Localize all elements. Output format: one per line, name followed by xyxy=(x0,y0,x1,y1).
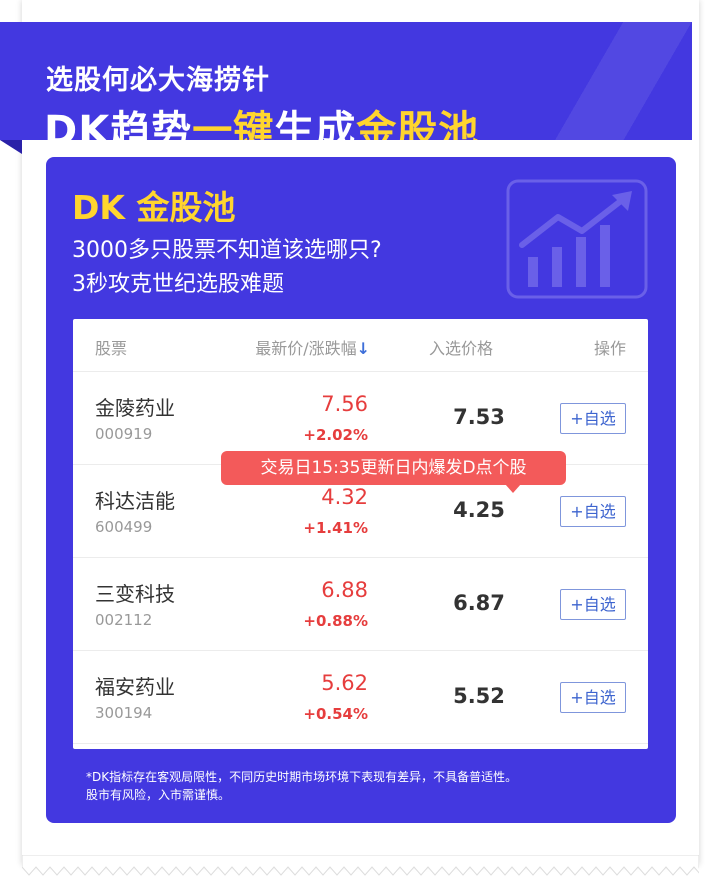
headline-part2: 生成 xyxy=(274,108,357,140)
entry-price: 7.53 xyxy=(453,405,505,429)
price-change: +0.54% xyxy=(303,705,368,723)
table-row[interactable]: 三变科技 002112 6.88 +0.88% 6.87 +自选 xyxy=(73,558,648,651)
risk-disclaimer: *DK指标存在客观局限性，不同历史时期市场环境下表现有差异，不具备普适性。 股市… xyxy=(86,768,646,804)
table-row[interactable]: 金陵药业 000919 7.56 +2.02% 7.53 +自选 xyxy=(73,372,648,465)
stock-code: 002112 xyxy=(95,611,153,629)
header-banner: 选股何必大海捞针 DK趋势一键生成金股池 xyxy=(0,22,692,140)
header-entry-price: 入选价格 xyxy=(429,339,494,358)
stock-code: 600499 xyxy=(95,518,153,536)
add-watchlist-button[interactable]: +自选 xyxy=(560,496,626,527)
entry-price: 4.25 xyxy=(453,498,505,522)
price-change: +2.02% xyxy=(303,426,368,444)
banner-slogan: 选股何必大海捞针 xyxy=(46,65,270,96)
disclaimer-line1: *DK指标存在客观局限性，不同历史时期市场环境下表现有差异，不具备普适性。 xyxy=(86,770,518,784)
stock-table: 股票 最新价/涨跌幅↓ 入选价格 操作 金陵药业 000919 7.56 +2.… xyxy=(73,319,648,749)
header-operation: 操作 xyxy=(593,339,626,358)
disclaimer-line2: 股市有风险，入市需谨慎。 xyxy=(86,788,231,802)
headline-highlight1: 一键 xyxy=(192,108,275,140)
banner-headline: DK趋势一键生成金股池 xyxy=(44,98,479,140)
add-watchlist-button[interactable]: +自选 xyxy=(560,682,626,713)
headline-part1: DK趋势 xyxy=(44,108,193,140)
tooltip-pointer xyxy=(505,484,521,493)
stock-name: 三变科技 xyxy=(95,582,175,606)
stock-code: 000919 xyxy=(95,425,153,443)
header-price-sort[interactable]: 最新价/涨跌幅↓ xyxy=(255,335,370,359)
banner-decoration xyxy=(532,22,692,140)
chart-trend-up-icon xyxy=(506,179,648,299)
add-watchlist-button[interactable]: +自选 xyxy=(560,589,626,620)
header-stock: 股票 xyxy=(95,339,128,358)
gold-pool-card: DK 金股池 3000多只股票不知道该选哪只? 3秒攻克世纪选股难题 股票 最新… xyxy=(46,157,676,823)
card-title: DK 金股池 xyxy=(72,188,236,227)
latest-price: 7.56 xyxy=(321,392,368,416)
price-change: +0.88% xyxy=(303,612,368,630)
card-subtitle-tagline: 3秒攻克世纪选股难题 xyxy=(72,272,284,297)
latest-price: 5.62 xyxy=(321,671,368,695)
table-row[interactable]: 福安药业 300194 5.62 +0.54% 5.52 +自选 xyxy=(73,651,648,744)
entry-price: 6.87 xyxy=(453,591,505,615)
stock-name: 金陵药业 xyxy=(95,396,175,420)
add-watchlist-button[interactable]: +自选 xyxy=(560,403,626,434)
stock-code: 300194 xyxy=(95,704,153,722)
table-row[interactable]: 科达洁能 600499 4.32 +1.41% 4.25 +自选 xyxy=(73,465,648,558)
card-subtitle-question: 3000多只股票不知道该选哪只? xyxy=(72,238,382,263)
arrow-down-icon: ↓ xyxy=(356,339,370,358)
update-tooltip: 交易日15:35更新日内爆发D点个股 xyxy=(221,451,566,485)
price-change: +1.41% xyxy=(303,519,368,537)
stock-name: 科达洁能 xyxy=(95,489,175,513)
latest-price: 4.32 xyxy=(321,485,368,509)
header-price-label: 最新价/涨跌幅 xyxy=(255,339,357,358)
entry-price: 5.52 xyxy=(453,684,505,708)
zigzag-edge xyxy=(22,855,699,876)
headline-highlight2: 金股池 xyxy=(356,108,480,140)
banner-fold xyxy=(0,140,22,154)
table-header: 股票 最新价/涨跌幅↓ 入选价格 操作 xyxy=(73,319,648,372)
stock-name: 福安药业 xyxy=(95,675,175,699)
latest-price: 6.88 xyxy=(321,578,368,602)
